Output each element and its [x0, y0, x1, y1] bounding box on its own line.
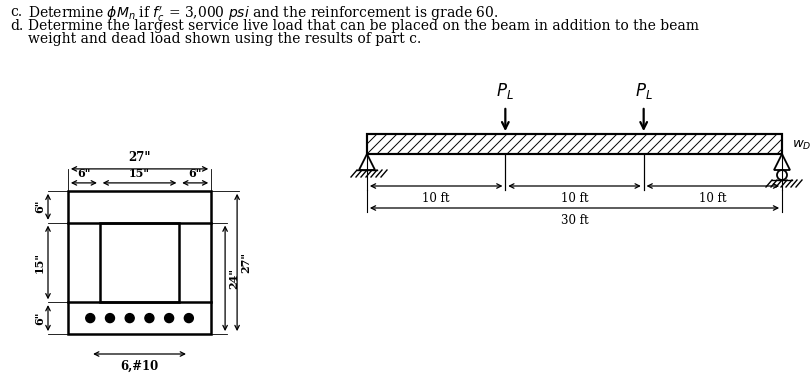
Bar	[367, 134, 782, 154]
Bar	[100, 223, 179, 302]
Text: Determine $\phi M_n$ if $f_c'$ = 3,000 $psi$ and the reinforcement is grade 60.: Determine $\phi M_n$ if $f_c'$ = 3,000 $…	[28, 5, 499, 24]
Text: 10 ft: 10 ft	[699, 192, 727, 205]
Text: 6": 6"	[34, 311, 45, 325]
Text: 27": 27"	[128, 151, 151, 164]
Circle shape	[86, 314, 95, 323]
Circle shape	[184, 314, 193, 323]
Text: 6,#10: 6,#10	[120, 360, 159, 373]
Text: $w_D$ = 2 k/ft: $w_D$ = 2 k/ft	[792, 136, 811, 152]
Bar	[68, 191, 211, 334]
Text: 10 ft: 10 ft	[560, 192, 588, 205]
Circle shape	[105, 314, 114, 323]
Text: 10 ft: 10 ft	[423, 192, 450, 205]
Text: Determine the largest service live load that can be placed on the beam in additi: Determine the largest service live load …	[28, 19, 699, 33]
Text: 15": 15"	[34, 252, 45, 273]
Text: 27": 27"	[240, 252, 251, 273]
Text: c.: c.	[10, 5, 22, 19]
Circle shape	[125, 314, 134, 323]
Circle shape	[145, 314, 154, 323]
Text: 24": 24"	[228, 268, 239, 289]
Text: d.: d.	[10, 19, 24, 33]
Text: 6": 6"	[188, 168, 202, 179]
Text: weight and dead load shown using the results of part c.: weight and dead load shown using the res…	[28, 32, 421, 46]
Circle shape	[165, 314, 174, 323]
Text: 15": 15"	[129, 168, 150, 179]
Text: $P_L$: $P_L$	[496, 81, 514, 101]
Text: 30 ft: 30 ft	[560, 214, 588, 227]
Bar	[367, 134, 782, 154]
Text: 6": 6"	[34, 200, 45, 214]
Text: $P_L$: $P_L$	[635, 81, 653, 101]
Text: 6": 6"	[77, 168, 91, 179]
